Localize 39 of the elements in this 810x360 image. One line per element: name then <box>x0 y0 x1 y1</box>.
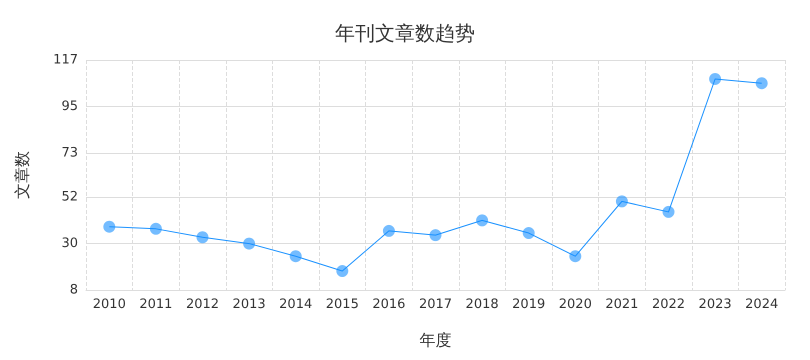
y-tick-label: 30 <box>61 236 78 252</box>
x-tick-label: 2023 <box>698 297 732 312</box>
x-tick-label: 2024 <box>745 297 778 312</box>
y-tick-label: 117 <box>53 52 78 68</box>
point <box>382 224 395 237</box>
point <box>522 227 535 240</box>
point <box>290 250 302 262</box>
y-tick-label: 73 <box>61 145 78 160</box>
point <box>756 77 768 90</box>
x-tick-label: 2018 <box>466 297 499 312</box>
x-tick-label: 2020 <box>558 297 592 312</box>
point <box>150 222 162 235</box>
y-tick-label: 95 <box>61 98 78 114</box>
x-tick-label: 2019 <box>512 297 546 312</box>
point <box>336 265 348 278</box>
y-axis-title: 文章数 <box>12 151 32 199</box>
point <box>616 195 628 208</box>
point <box>476 214 488 226</box>
point <box>709 72 722 85</box>
point <box>662 206 674 218</box>
point <box>103 220 116 233</box>
x-tick-label: 2021 <box>605 297 638 312</box>
x-tick-label: 2015 <box>326 297 359 312</box>
chart-title: 年刊文章数趋势 <box>335 21 475 45</box>
y-tick-label: 52 <box>61 190 78 205</box>
x-tick-label: 2016 <box>372 297 406 312</box>
x-tick-label: 2022 <box>652 297 686 312</box>
x-tick-label: 2017 <box>418 297 452 312</box>
point <box>196 231 208 244</box>
x-tick-label: 2011 <box>139 297 172 312</box>
y-tick-label: 8 <box>70 282 78 298</box>
point <box>430 229 442 242</box>
x-tick-label: 2014 <box>279 297 312 312</box>
x-tick-label: 2010 <box>92 297 126 312</box>
x-tick-label: 2013 <box>232 297 266 312</box>
point <box>243 238 256 250</box>
point <box>569 250 582 262</box>
x-axis-title: 年度 <box>420 330 452 350</box>
x-tick-label: 2012 <box>186 297 220 312</box>
